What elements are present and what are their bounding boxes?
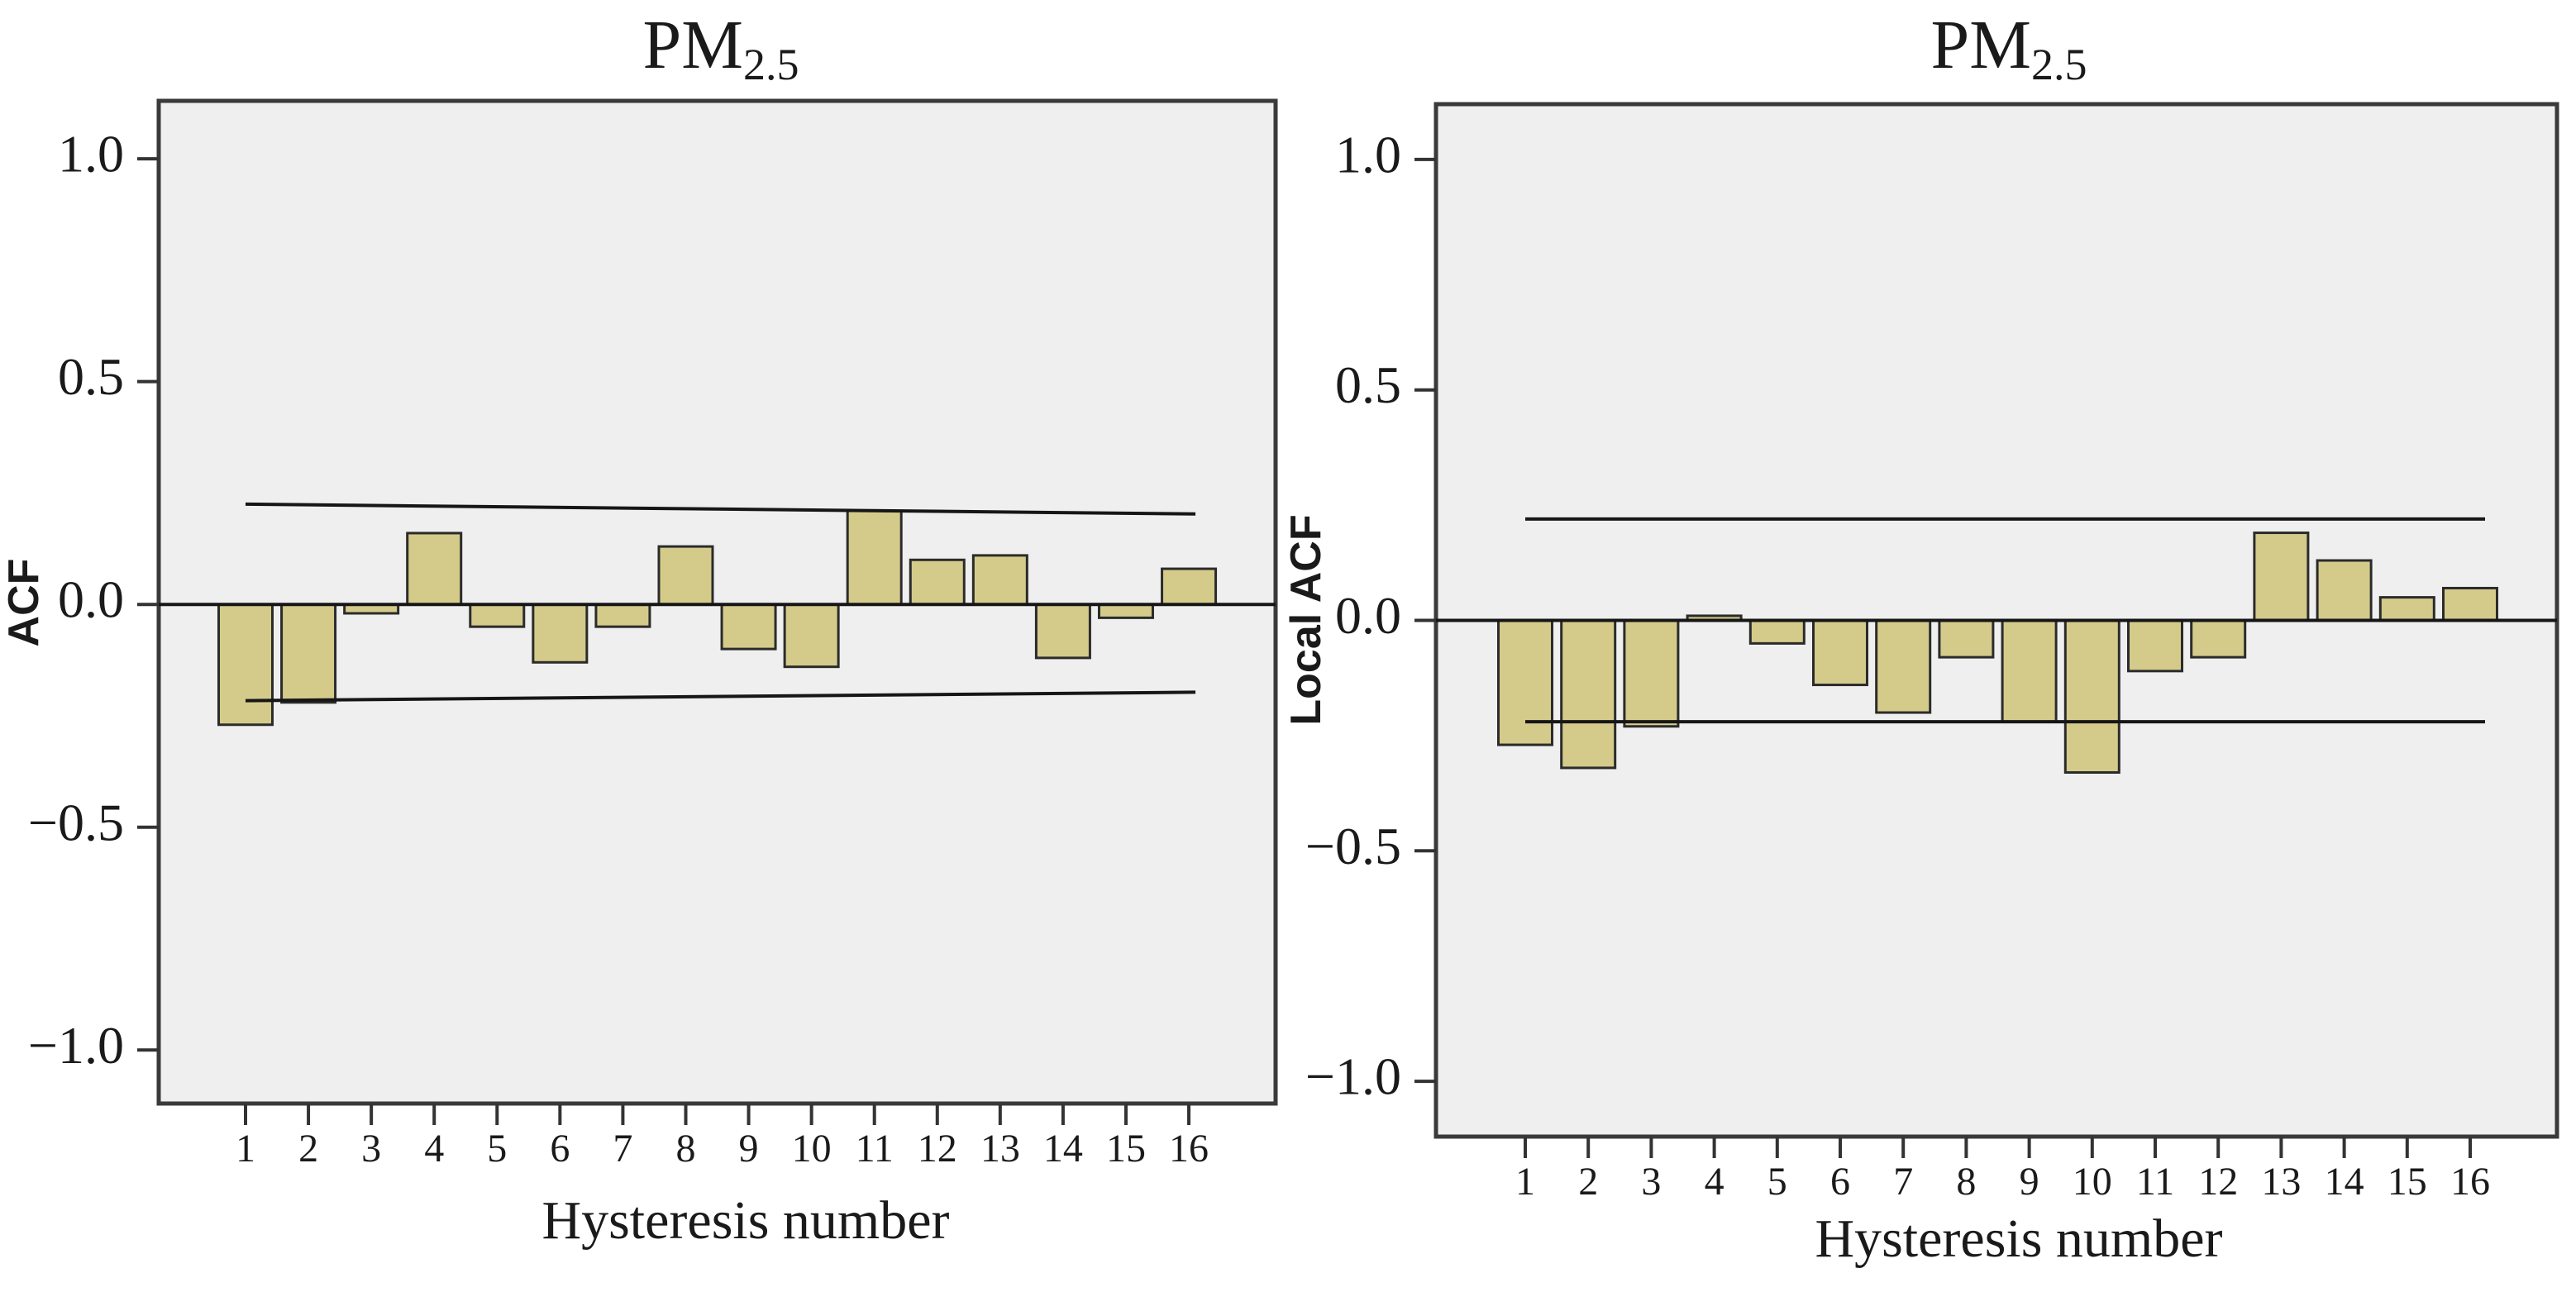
bar-lag-3 — [1623, 619, 1680, 728]
panel-local-acf: 1.00.50.0−0.5−1.01 2 3 4 5 6 7 8 9 10 11 12 13 14 15 16… — [1282, 7, 2559, 1269]
x-tick-label: 7 — [613, 1127, 632, 1170]
y-tick-label: −0.5 — [28, 793, 124, 851]
bar-lag-5 — [1748, 619, 1806, 645]
x-tick-label: 16 — [2450, 1160, 2490, 1204]
x-tick-label: 1 — [1515, 1160, 1535, 1204]
bar-lag-13 — [971, 554, 1028, 606]
bar-lag-5 — [469, 603, 526, 628]
bar-lag-14 — [1034, 603, 1091, 660]
bar-lag-10 — [2063, 619, 2120, 775]
bar-lag-11 — [846, 509, 903, 606]
bar-lag-8 — [1938, 619, 1995, 659]
x-tick-label: 1 — [236, 1127, 255, 1170]
upper-confidence-line — [245, 502, 1196, 516]
bar-lag-2 — [280, 603, 337, 704]
x-tick-label: 7 — [1893, 1160, 1913, 1204]
x-axis-title-acf: Hysteresis number — [541, 1190, 949, 1251]
x-tick-label: 4 — [1705, 1160, 1724, 1204]
bar-lag-13 — [2253, 532, 2310, 622]
bar-lag-12 — [2190, 619, 2247, 659]
bar-lag-4 — [406, 532, 463, 606]
bar-lag-7 — [1875, 619, 1932, 714]
bar-lag-12 — [909, 558, 966, 606]
bar-lag-16 — [1161, 567, 1218, 606]
y-tick-label: 1.0 — [1335, 125, 1401, 184]
x-tick-label: 10 — [792, 1127, 832, 1170]
bar-lag-8 — [657, 545, 714, 606]
bar-lag-6 — [532, 603, 589, 664]
x-tick-label: 8 — [675, 1127, 695, 1170]
x-tick-label: 6 — [550, 1127, 570, 1170]
bar-lag-14 — [2316, 559, 2373, 622]
y-tick-label: 0.5 — [1335, 355, 1401, 414]
x-tick-label: 9 — [739, 1127, 759, 1170]
bar-lag-7 — [594, 603, 651, 628]
x-tick-label: 4 — [424, 1127, 444, 1170]
x-tick-label: 3 — [361, 1127, 381, 1170]
bar-lag-10 — [783, 603, 840, 669]
bar-lag-6 — [1812, 619, 1868, 687]
bar-lag-2 — [1560, 619, 1617, 770]
x-tick-label: 10 — [2073, 1160, 2112, 1204]
bar-lag-9 — [2001, 619, 2058, 723]
x-tick-label: 5 — [1767, 1160, 1787, 1204]
y-tick-label: 0.0 — [1335, 586, 1401, 645]
x-tick-label: 16 — [1169, 1127, 1209, 1170]
local-acf-plot-layer: 1.00.50.0−0.5−1.01 2 3 4 5 6 7 8 9 10 11 12 13 14 15 16 — [1305, 125, 2557, 1204]
x-tick-label: 12 — [2198, 1160, 2238, 1204]
x-axis-title-local-acf: Hysteresis number — [1815, 1209, 2222, 1269]
x-tick-label: 14 — [2325, 1160, 2364, 1204]
x-tick-label: 9 — [2020, 1160, 2039, 1204]
x-tick-label: 15 — [1106, 1127, 1146, 1170]
x-tick-label: 2 — [1578, 1160, 1598, 1204]
chart-title-local-acf: PM2.5 — [1931, 7, 2087, 89]
acf-plot-layer: 1.00.50.0−0.5−1.01 2 3 4 5 6 7 8 9 10 11 12 13 14 15 16 — [28, 125, 1276, 1170]
x-tick-label: 8 — [1956, 1160, 1976, 1204]
x-tick-label: 5 — [487, 1127, 507, 1170]
y-axis-title-local-acf: Local ACF — [1282, 514, 1330, 725]
bar-lag-15 — [1097, 603, 1154, 619]
x-tick-label: 11 — [2136, 1160, 2174, 1204]
y-tick-label: 0.5 — [58, 347, 124, 406]
y-tick-label: 0.0 — [58, 570, 124, 629]
y-tick-label: −0.5 — [1305, 817, 1401, 875]
x-tick-label: 2 — [298, 1127, 318, 1170]
x-tick-label: 13 — [2261, 1160, 2301, 1204]
chart-title-acf: PM2.5 — [643, 7, 799, 89]
y-tick-label: 1.0 — [58, 125, 124, 184]
x-tick-label: 14 — [1043, 1127, 1083, 1170]
x-tick-label: 15 — [2388, 1160, 2427, 1204]
plot-area-acf — [156, 98, 1278, 1106]
x-tick-label: 3 — [1641, 1160, 1661, 1204]
bar-lag-16 — [2442, 586, 2498, 622]
bar-lag-11 — [2127, 619, 2183, 673]
y-tick-label: −1.0 — [28, 1016, 124, 1075]
x-tick-label: 12 — [918, 1127, 957, 1170]
bar-lag-9 — [720, 603, 777, 651]
y-tick-label: −1.0 — [1305, 1047, 1401, 1106]
bar-lag-15 — [2378, 596, 2435, 622]
bar-lag-1 — [1497, 619, 1553, 746]
x-tick-label: 6 — [1830, 1160, 1850, 1204]
x-tick-label: 11 — [856, 1127, 894, 1170]
panel-acf: 1.00.50.0−0.5−1.01 2 3 4 5 6 7 8 9 10 11 12 13 14 15 16… — [0, 7, 1278, 1251]
y-axis-title-acf: ACF — [0, 559, 48, 647]
lower-confidence-line — [245, 690, 1196, 703]
bar-lag-1 — [217, 603, 274, 727]
x-tick-label: 13 — [980, 1127, 1020, 1170]
